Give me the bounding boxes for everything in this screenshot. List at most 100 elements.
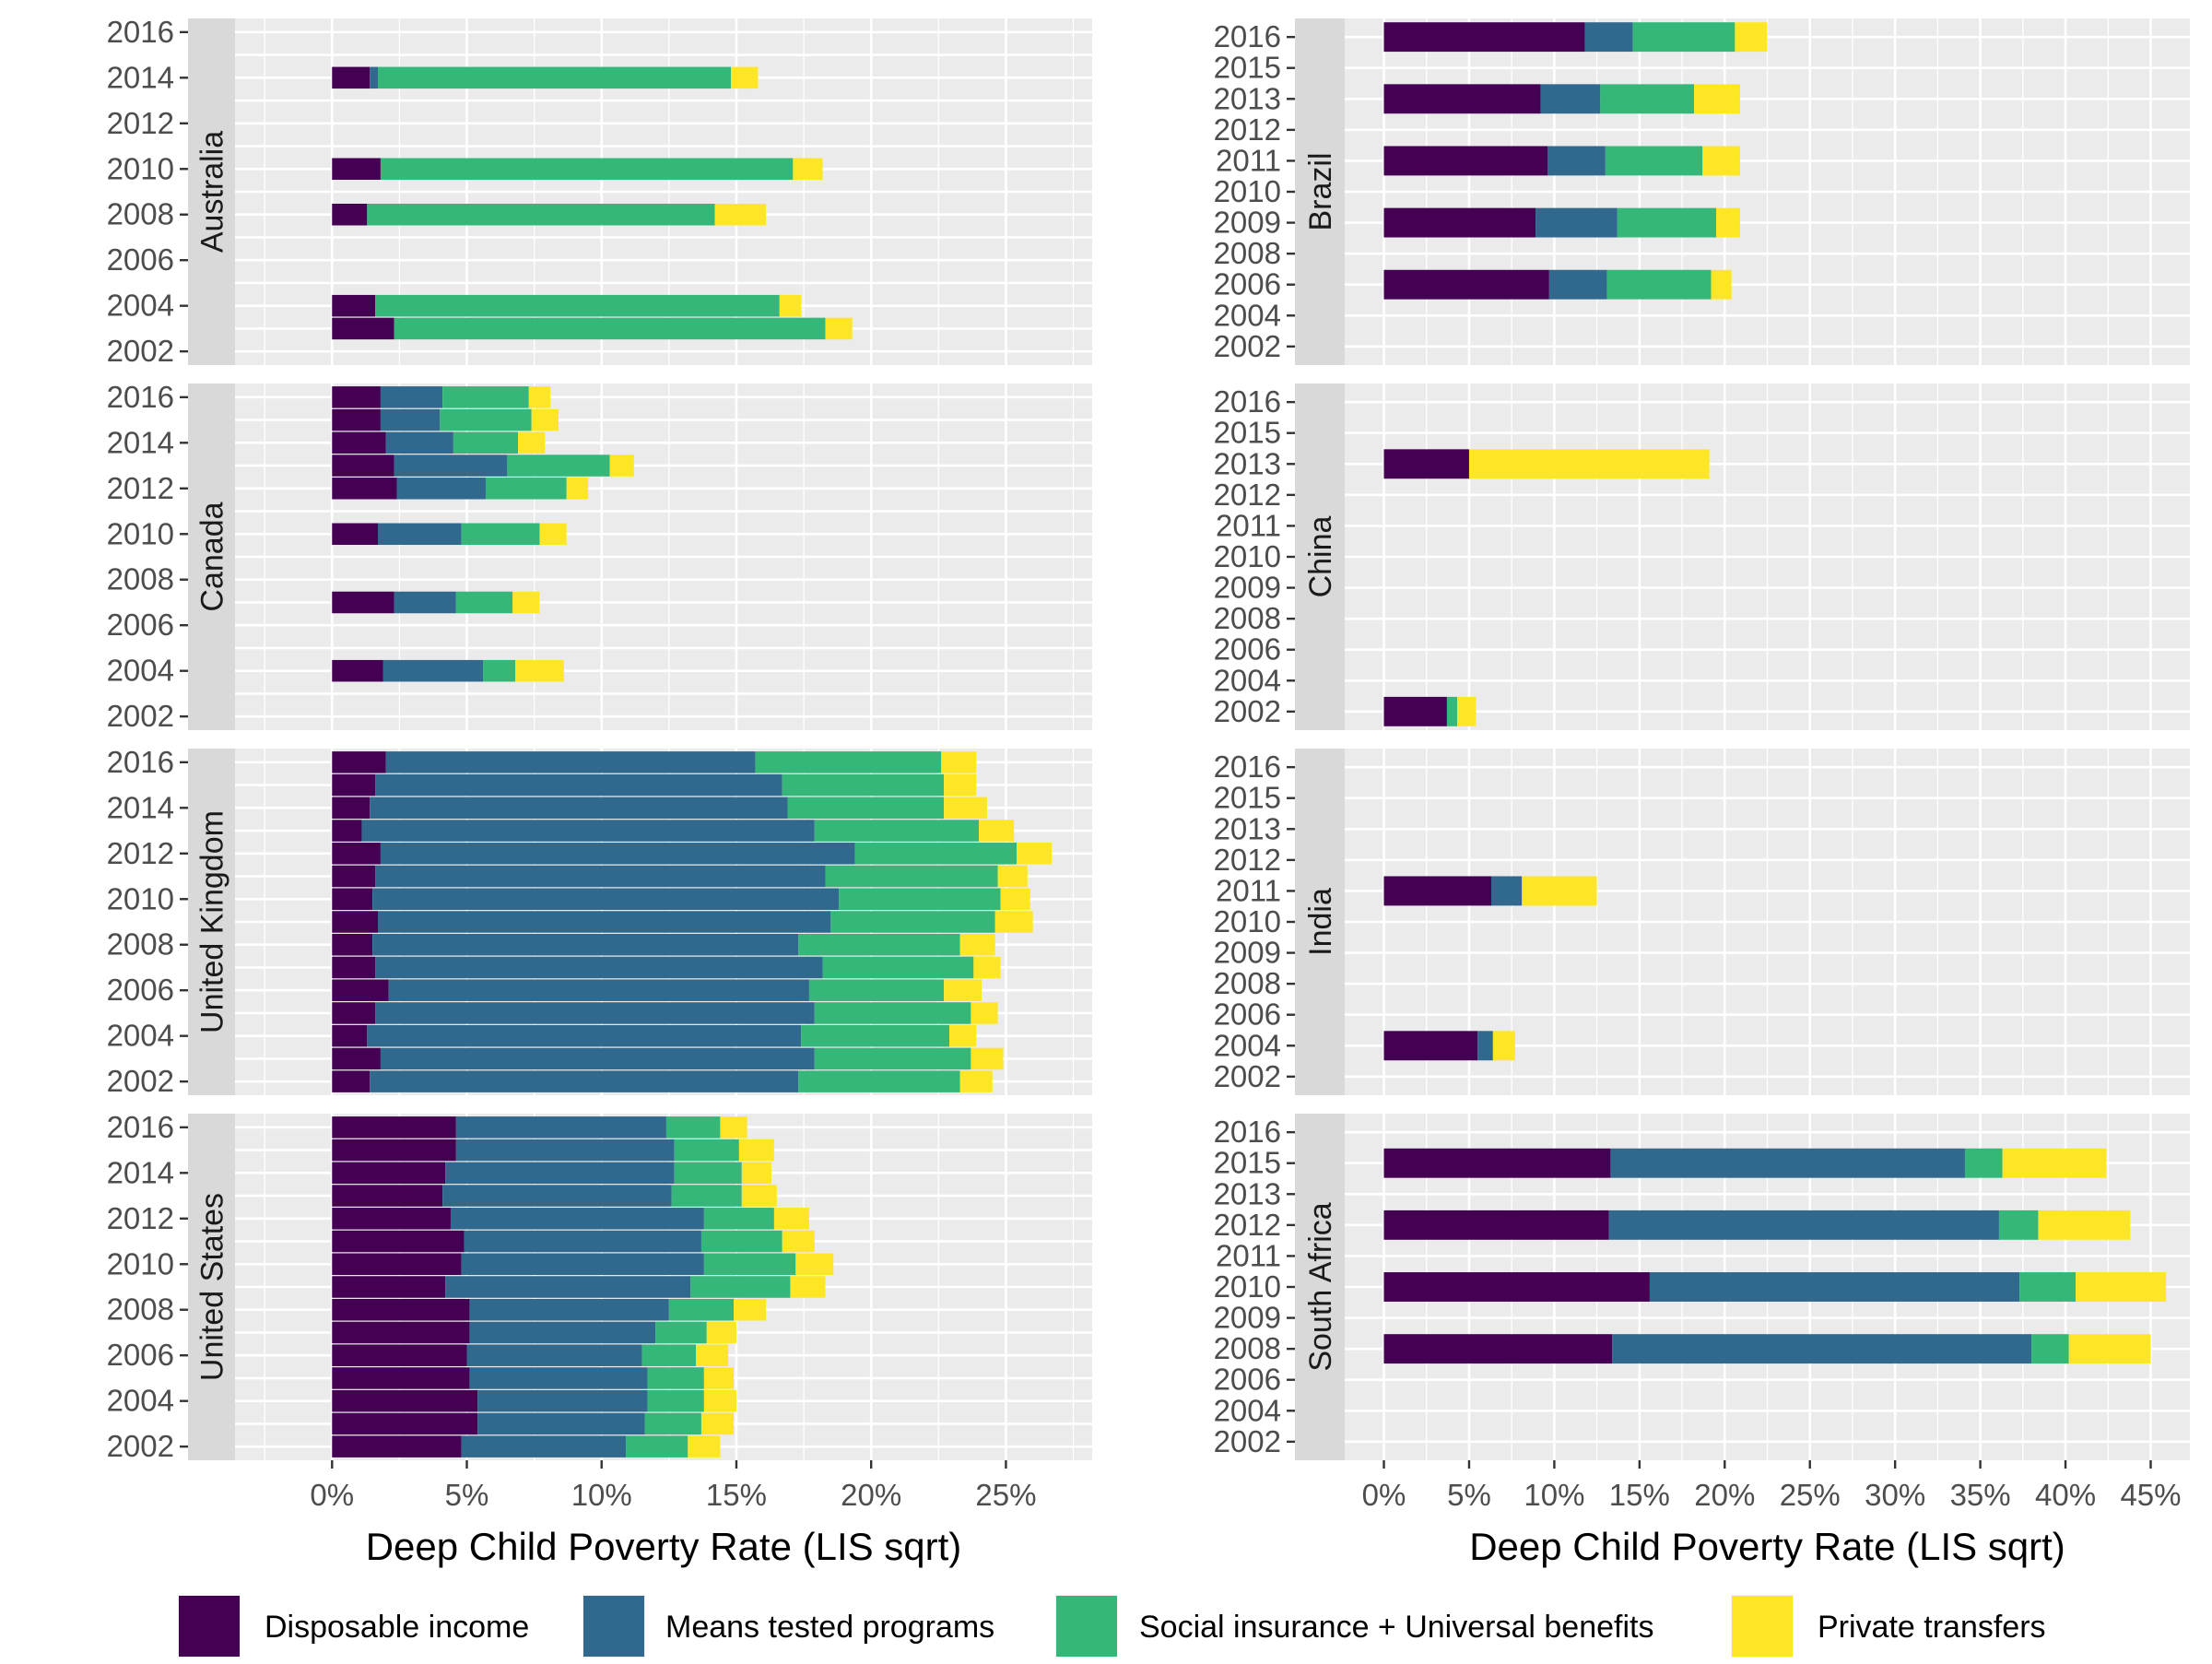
- bar-segment-disposable-income-2016: [332, 386, 381, 408]
- bar-segment-private-transfers-2005: [971, 1002, 998, 1024]
- bar-segment-disposable-income-2010: [332, 1253, 462, 1276]
- bar-segment-social-insurance-2005: [814, 1002, 971, 1024]
- y-tick-label: 2004: [1214, 1393, 1281, 1427]
- bar-segment-social-insurance-2004: [801, 1024, 949, 1047]
- facet-united-kingdom: United Kingdom 2002 2004 2006 2008 2010 2012 20…: [107, 745, 1092, 1098]
- bar-segment-social-insurance-2016: [755, 751, 942, 773]
- y-tick-label: 2016: [107, 745, 174, 779]
- bar-segment-disposable-income-2006: [1383, 269, 1549, 300]
- y-tick-label: 2013: [1214, 811, 1281, 845]
- bar-segment-means-tested-2015: [380, 408, 441, 431]
- bar-segment-disposable-income-2011: [332, 1230, 465, 1253]
- y-tick-label: 2013: [1214, 446, 1281, 480]
- bar-segment-disposable-income-2016: [332, 1116, 456, 1139]
- x-tick-label: 20%: [841, 1478, 901, 1512]
- bar-segment-disposable-income-2009: [332, 1276, 446, 1298]
- bar-segment-means-tested-2016: [380, 386, 443, 408]
- bar-segment-social-insurance-2002: [626, 1435, 688, 1457]
- bar-segment-private-transfers-2011: [997, 865, 1028, 888]
- y-tick-label: 2008: [107, 927, 174, 962]
- bar-segment-social-insurance-2006: [808, 979, 945, 1001]
- bar-segment-private-transfers-2013: [1694, 84, 1740, 114]
- bar-segment-means-tested-2005: [375, 1002, 815, 1024]
- bar-segment-private-transfers-2010: [795, 1253, 834, 1276]
- legend-item-private-transfers: Private transfers: [1731, 1595, 2046, 1658]
- y-tick-label: 2011: [1216, 508, 1281, 542]
- y-tick-label: 2012: [1214, 843, 1281, 877]
- y-tick-label: 2012: [1214, 478, 1281, 512]
- bar-segment-disposable-income-2014: [332, 66, 371, 89]
- bar-segment-social-insurance-2013: [671, 1185, 742, 1207]
- bar-segment-private-transfers-2014: [944, 797, 987, 820]
- x-tick-label: 15%: [706, 1478, 767, 1512]
- bar-segment-means-tested-2014: [445, 1162, 675, 1185]
- bar-segment-social-insurance-2003: [644, 1412, 701, 1435]
- y-tick-label: 2014: [107, 425, 174, 459]
- bar-segment-social-insurance-2016: [442, 386, 529, 408]
- y-tick-label: 2004: [107, 289, 174, 323]
- y-tick-label: 2012: [107, 836, 174, 870]
- x-tick-label: 10%: [571, 1478, 632, 1512]
- facet-strip: [1295, 749, 1345, 1095]
- bar-segment-private-transfers-2010: [1000, 888, 1030, 911]
- facet-strip: [188, 1114, 235, 1460]
- bar-segment-private-transfers-2003: [825, 317, 853, 340]
- bar-segment-means-tested-2009: [378, 911, 831, 933]
- x-tick-label: 5%: [445, 1478, 489, 1512]
- facet-strip: [1295, 384, 1345, 730]
- bar-segment-means-tested-2005: [469, 1367, 648, 1389]
- bar-segment-disposable-income-2013: [1383, 449, 1469, 479]
- bar-segment-disposable-income-2007: [332, 591, 394, 614]
- bar-segment-means-tested-2016: [385, 751, 756, 773]
- bar-segment-disposable-income-2004: [1383, 1031, 1478, 1061]
- y-tick-label: 2010: [1214, 539, 1281, 573]
- y-tick-label: 2014: [107, 60, 174, 94]
- bar-segment-means-tested-2003: [477, 1412, 645, 1435]
- bar-segment-social-insurance-2010: [2019, 1272, 2077, 1302]
- y-tick-label: 2011: [1216, 143, 1281, 177]
- bar-segment-private-transfers-2015: [944, 773, 977, 797]
- bar-segment-disposable-income-2004: [332, 1389, 478, 1412]
- y-tick-label: 2015: [1214, 781, 1281, 815]
- bar-segment-disposable-income-2010: [332, 888, 373, 911]
- bar-segment-means-tested-2002: [370, 1070, 799, 1092]
- bar-segment-private-transfers-2012: [2038, 1210, 2131, 1240]
- bar-segment-disposable-income-2013: [332, 454, 394, 477]
- bar-segment-private-transfers-2010: [2076, 1272, 2167, 1302]
- legend-item-means-tested-programs: Means tested programs: [582, 1595, 994, 1658]
- bar-segment-private-transfers-2006: [696, 1344, 729, 1366]
- legend-item-disposable-income: Disposable income: [178, 1595, 529, 1658]
- bar-segment-means-tested-2016: [1584, 22, 1633, 53]
- y-tick-label: 2004: [1214, 298, 1281, 332]
- facet-label-china: China: [1303, 515, 1338, 597]
- bar-segment-social-insurance-2015: [674, 1139, 739, 1162]
- y-tick-label: 2016: [1214, 749, 1281, 784]
- facet-strip: [1295, 18, 1345, 365]
- y-tick-label: 2010: [1214, 174, 1281, 208]
- bar-segment-disposable-income-2003: [332, 1412, 478, 1435]
- bar-segment-disposable-income-2002: [332, 1070, 371, 1092]
- bar-segment-disposable-income-2007: [332, 956, 376, 979]
- legend-label: Social insurance + Universal benefits: [1139, 1610, 1653, 1645]
- bar-segment-social-insurance-2008: [2031, 1334, 2069, 1364]
- bar-segment-private-transfers-2005: [703, 1367, 735, 1389]
- bar-segment-means-tested-2004: [382, 659, 484, 682]
- bar-segment-private-transfers-2011: [1522, 876, 1597, 906]
- facet-canada: Canada 2002 2004 2006 2008 2010 2012 2014 2016: [107, 380, 1092, 733]
- y-tick-label: 2010: [1214, 1269, 1281, 1304]
- legend-label: Private transfers: [1818, 1610, 2046, 1645]
- x-axis-title: Deep Child Poverty Rate (LIS sqrt): [366, 1525, 962, 1568]
- y-tick-label: 2012: [107, 471, 174, 505]
- bar-segment-private-transfers-2008: [734, 1298, 767, 1321]
- bar-segment-means-tested-2012: [380, 843, 855, 865]
- y-tick-label: 2008: [107, 562, 174, 596]
- bar-segment-social-insurance-2008: [668, 1298, 735, 1321]
- bar-segment-social-insurance-2007: [455, 591, 513, 614]
- bar-segment-means-tested-2014: [385, 431, 453, 454]
- bar-segment-social-insurance-2016: [665, 1116, 721, 1139]
- y-tick-label: 2006: [107, 973, 174, 1007]
- bar-segment-social-insurance-2002: [1446, 696, 1458, 726]
- bar-segment-means-tested-2006: [388, 979, 809, 1001]
- bar-segment-means-tested-2006: [1548, 269, 1607, 300]
- y-tick-label: 2016: [107, 380, 174, 414]
